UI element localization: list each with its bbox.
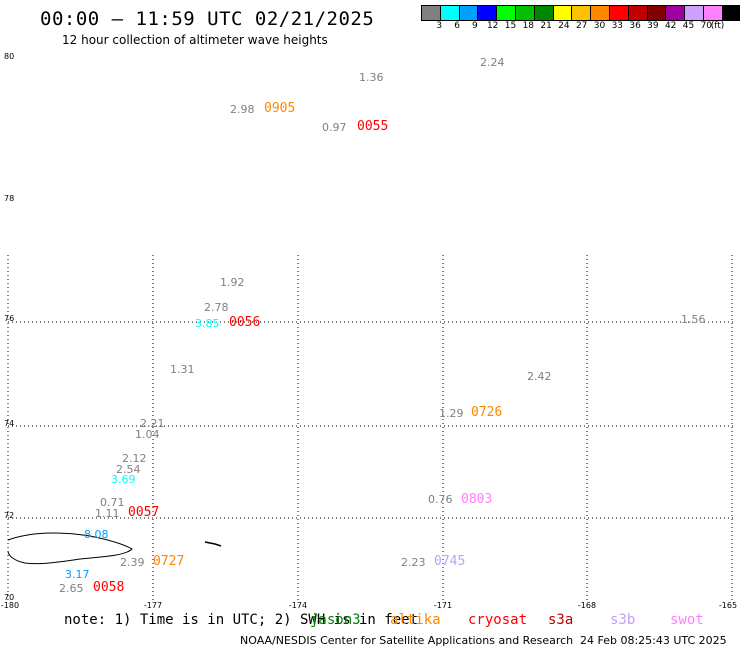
pass-time-label: 0803 <box>461 492 493 507</box>
wave-height-label: 8.08 <box>84 528 109 541</box>
wave-height-label: 1.29 <box>439 407 464 420</box>
satellite-cryosat: cryosat <box>468 612 528 628</box>
footer-credit: NOAA/NESDIS Center for Satellite Applica… <box>240 634 574 647</box>
grid-lines <box>7 255 735 600</box>
pass-time-label: 0055 <box>357 119 389 134</box>
wave-height-label: 2.24 <box>480 56 505 69</box>
x-label-165: -165 <box>718 601 738 610</box>
pass-time-label: 0056 <box>229 315 261 330</box>
legend-label: 39 <box>647 21 659 31</box>
legend-label: 12 <box>486 21 499 31</box>
y-label-78: 78 <box>4 194 15 203</box>
legend-label: 24 <box>558 21 570 31</box>
legend-label: 9 <box>472 21 478 31</box>
satellite-altika: altika <box>390 612 441 628</box>
wave-height-label: 2.42 <box>527 370 552 383</box>
herald-island <box>204 541 222 547</box>
island-coastline <box>7 532 133 565</box>
wave-height-label: 3.69 <box>111 473 136 486</box>
wave-height-label: 1.04 <box>135 428 160 441</box>
legend-label: 21 <box>540 21 552 31</box>
y-label-72: 72 <box>4 511 15 520</box>
wave-height-label: 3.17 <box>65 568 90 581</box>
legend-label: 70 <box>700 21 713 31</box>
legend-label: 33 <box>611 21 624 31</box>
wave-height-label: 2.21 <box>140 417 165 430</box>
satellite-jason3: jason3 <box>310 612 361 628</box>
pass-time-label: 0057 <box>128 505 160 520</box>
legend-label: 6 <box>454 21 460 31</box>
wave-height-label: 2.78 <box>204 301 229 314</box>
x-label-180: -180 <box>0 601 20 610</box>
pass-time-label: 0726 <box>471 405 503 420</box>
color-legend <box>421 5 740 21</box>
wave-height-label: 2.98 <box>230 103 255 116</box>
wave-height-label: 1.36 <box>359 71 384 84</box>
x-label-171: -171 <box>433 601 453 610</box>
legend-unit: (ft) <box>710 21 725 31</box>
legend-label: 18 <box>522 21 535 31</box>
y-label-70: 70 <box>4 593 15 602</box>
wave-height-label: 0.97 <box>322 121 347 134</box>
satellite-s3b: s3b <box>610 612 636 628</box>
map-title: 00:00 – 11:59 UTC 02/21/2025 <box>40 8 375 30</box>
wave-height-label: 2.54 <box>116 463 141 476</box>
wave-height-label: 0.76 <box>428 493 453 506</box>
wave-height-label: 2.23 <box>401 556 426 569</box>
pass-time-label: 0745 <box>434 554 466 569</box>
legend-label: 42 <box>664 21 677 31</box>
legend-label: 36 <box>629 21 641 31</box>
x-label-177: -177 <box>143 601 163 610</box>
x-label-168: -168 <box>577 601 597 610</box>
pass-time-label: 0058 <box>93 580 125 595</box>
wave-height-label: 0.71 <box>100 496 125 509</box>
pass-time-label: 0727 <box>153 554 185 569</box>
wave-height-label: 1.11 <box>95 507 120 520</box>
y-label-80: 80 <box>4 52 15 61</box>
wave-height-label: 2.39 <box>120 556 145 569</box>
wave-height-label: 1.92 <box>220 276 245 289</box>
legend-label: 45 <box>682 21 695 31</box>
x-label-174: -174 <box>288 601 308 610</box>
legend-labels: 3 6 9 12 15 18 21 24 27 30 33 36 39 42 45 70 (ft) <box>422 21 740 33</box>
wave-height-label: 1.56 <box>681 313 706 326</box>
satellite-swot: swot <box>670 612 704 628</box>
legend-label: 3 <box>436 21 443 31</box>
legend-swatch-16 <box>721 5 740 21</box>
footer-note: note: 1) Time is in UTC; 2) SWH is in fe… <box>64 612 419 628</box>
legend-label: 15 <box>504 21 517 31</box>
legend-label: 27 <box>575 21 588 31</box>
legend-label: 30 <box>593 21 606 31</box>
y-label-74: 74 <box>4 419 15 428</box>
wave-height-label: 1.31 <box>170 363 195 376</box>
wave-height-label: 2.12 <box>122 452 147 465</box>
satellite-s3a: s3a <box>548 612 574 628</box>
map-subtitle: 12 hour collection of altimeter wave hei… <box>62 33 328 47</box>
wave-height-label: 2.65 <box>59 582 84 595</box>
wave-height-label: 3.85 <box>195 317 220 330</box>
pass-time-label: 0905 <box>264 101 296 116</box>
footer-timestamp: 24 Feb 08:25:43 UTC 2025 <box>580 634 727 647</box>
y-label-76: 76 <box>4 314 15 323</box>
